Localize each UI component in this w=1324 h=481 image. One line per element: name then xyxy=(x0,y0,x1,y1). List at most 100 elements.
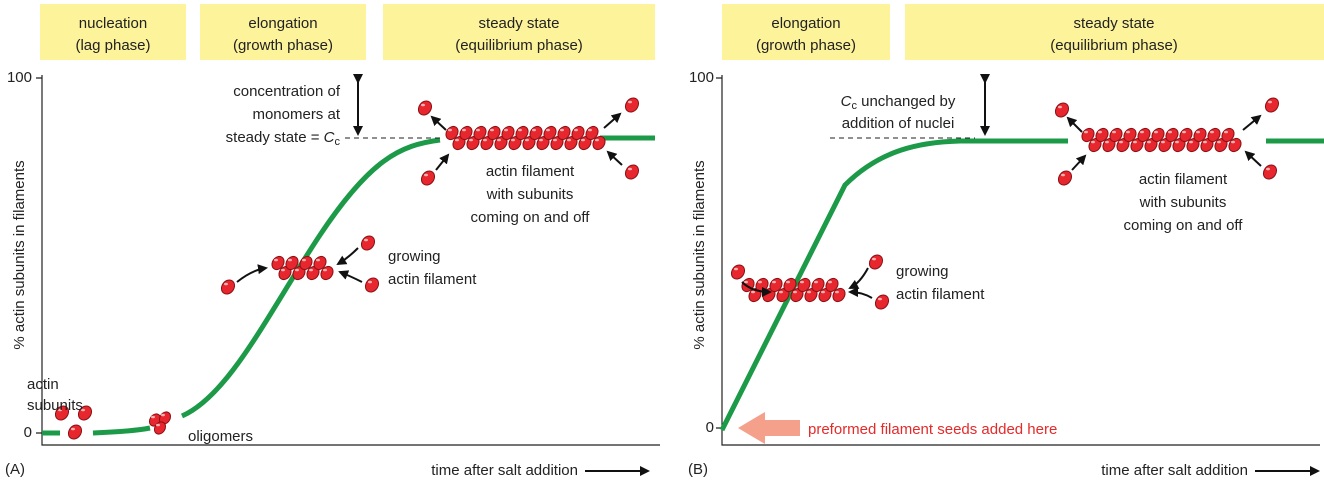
x-axis-label: time after salt addition xyxy=(431,462,578,479)
subunit xyxy=(417,100,433,116)
subunit-highlight xyxy=(1168,130,1172,134)
subscript: c xyxy=(335,136,341,148)
polymer-curve xyxy=(719,138,1324,432)
subunit-highlight xyxy=(1058,105,1062,109)
subunit-highlight xyxy=(595,138,599,142)
labels-b: elongation (growth phase) steady state (… xyxy=(688,15,1248,479)
polymer-curve xyxy=(42,135,655,436)
axes xyxy=(721,75,1320,446)
subunit-highlight xyxy=(772,280,776,284)
subunit xyxy=(67,424,83,440)
arrow xyxy=(848,267,869,289)
subunit-highlight xyxy=(1098,130,1102,134)
subunit-highlight xyxy=(323,268,327,272)
subunit xyxy=(874,294,890,310)
arrow xyxy=(741,281,772,297)
phase-box xyxy=(905,4,1324,60)
y-tick-label: 0 xyxy=(706,419,714,436)
arrow xyxy=(1066,116,1083,133)
subunit-highlight xyxy=(1266,167,1270,171)
subunit-art xyxy=(54,97,1280,440)
subunit-highlight xyxy=(274,258,278,262)
subunit-highlight xyxy=(751,290,755,294)
phase-subtitle: (growth phase) xyxy=(233,37,333,54)
subunit-highlight xyxy=(758,280,762,284)
subunit xyxy=(730,264,746,280)
phase-title: elongation xyxy=(248,15,317,32)
subunit-highlight xyxy=(462,128,466,132)
subunit-highlight xyxy=(156,423,160,427)
y-axis-label: % actin subunits in filaments xyxy=(11,160,28,349)
subunit-highlight xyxy=(518,128,522,132)
phase-title: elongation xyxy=(771,15,840,32)
y-axis-label: % actin subunits in filaments xyxy=(691,160,708,349)
subunit-highlight xyxy=(1203,140,1207,144)
arrow xyxy=(848,287,873,299)
subunit-highlight xyxy=(368,280,372,284)
subunit-highlight xyxy=(1084,130,1088,134)
subunit-highlight xyxy=(511,138,515,142)
subunit-highlight xyxy=(821,290,825,294)
axis-ticks xyxy=(36,77,42,434)
subunit-highlight xyxy=(1268,100,1272,104)
subunit-highlight xyxy=(1154,130,1158,134)
subunit-highlight xyxy=(476,128,480,132)
arrow xyxy=(336,247,359,266)
annotation: coming on and off xyxy=(1124,217,1244,234)
annotation: oligomers xyxy=(188,428,253,445)
subunit xyxy=(364,277,380,293)
subunit-highlight xyxy=(224,282,228,286)
phase-title: steady state xyxy=(1074,15,1155,32)
subunit-highlight xyxy=(1161,140,1165,144)
subunit-highlight xyxy=(1217,140,1221,144)
subunit-highlight xyxy=(744,280,748,284)
subunit-highlight xyxy=(828,280,832,284)
subunit-highlight xyxy=(1133,140,1137,144)
annotation-part: steady state = xyxy=(226,129,324,146)
axes xyxy=(41,75,660,446)
phase-box xyxy=(200,4,366,60)
subunit-highlight xyxy=(1175,140,1179,144)
symbol: C xyxy=(841,93,852,110)
subunit xyxy=(1264,97,1280,113)
arrow xyxy=(435,153,450,171)
subunit xyxy=(1262,164,1278,180)
y-tick-label: 0 xyxy=(24,424,32,441)
subunit-highlight xyxy=(161,413,165,417)
subunit-highlight xyxy=(1140,130,1144,134)
annotation: growing xyxy=(388,248,441,265)
subunit-highlight xyxy=(469,138,473,142)
annotation: with subunits xyxy=(1139,194,1227,211)
subunit-highlight xyxy=(364,238,368,242)
subscript: c xyxy=(851,100,857,112)
subunit-highlight xyxy=(302,258,306,262)
phase-title: steady state xyxy=(479,15,560,32)
annotation: actin xyxy=(27,376,59,393)
phase-box xyxy=(722,4,890,60)
annotation: coming on and off xyxy=(471,209,591,226)
subunit-highlight xyxy=(588,128,592,132)
annotation: with subunits xyxy=(486,186,574,203)
annotation: steady state = Cc xyxy=(226,129,341,148)
arrow xyxy=(338,270,363,283)
subunit-highlight xyxy=(786,280,790,284)
subunit xyxy=(868,254,884,270)
subunit-highlight xyxy=(504,128,508,132)
phase-subtitle: (lag phase) xyxy=(75,37,150,54)
arrow xyxy=(430,115,447,131)
subunit-highlight xyxy=(1210,130,1214,134)
subunit-highlight xyxy=(532,128,536,132)
phase-box xyxy=(40,4,186,60)
subunit-highlight xyxy=(628,100,632,104)
subunit-highlight xyxy=(525,138,529,142)
subunit-highlight xyxy=(421,103,425,107)
seeds-arrow xyxy=(738,412,800,444)
subunit-highlight xyxy=(800,280,804,284)
subunit xyxy=(624,164,640,180)
subunit-highlight xyxy=(424,173,428,177)
subunit-highlight xyxy=(316,258,320,262)
subunit-highlight xyxy=(779,290,783,294)
annotation: actin filament xyxy=(486,163,575,180)
annotation: Cc unchanged by xyxy=(841,93,956,112)
